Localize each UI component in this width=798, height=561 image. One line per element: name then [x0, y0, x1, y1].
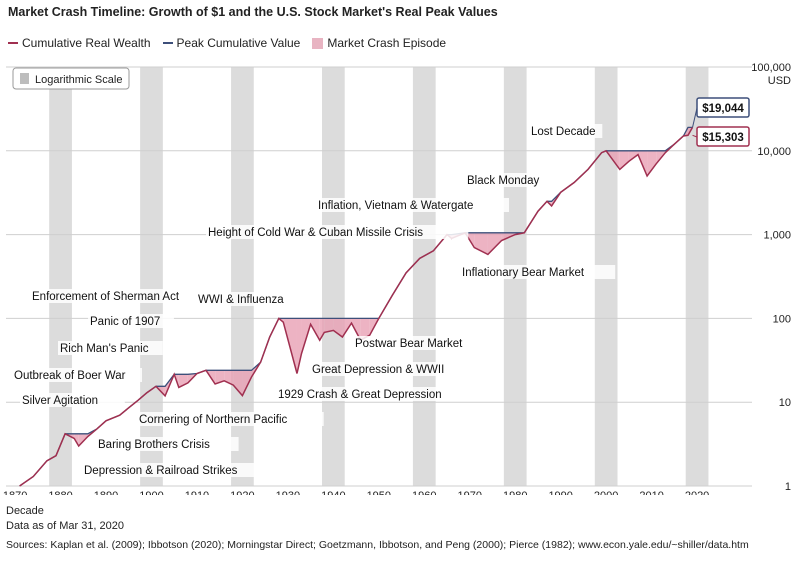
crash-shading	[487, 232, 502, 255]
sources-note: Sources: Kaplan et al. (2009); Ibbotson …	[6, 539, 749, 551]
legend-label-cumulative-real-wealth: Cumulative Real Wealth	[22, 36, 151, 50]
crash-label-bg	[310, 362, 459, 376]
crash-label: Baring Brothers Crisis	[98, 439, 210, 451]
crash-shading	[310, 318, 320, 341]
x-tick-label: 1980	[503, 490, 527, 495]
crash-label: Lost Decade	[531, 126, 596, 138]
crash-label: Inflationary Bear Market	[462, 267, 585, 279]
crash-label-bg	[82, 463, 269, 477]
decade-band	[140, 67, 163, 486]
crash-label: Height of Cold War & Cuban Missile Crisi…	[208, 227, 423, 239]
crash-shading	[178, 374, 188, 388]
crash-label: Rich Man's Panic	[60, 343, 149, 355]
crash-label: Depression & Railroad Strikes	[84, 465, 238, 477]
crash-label-bg	[30, 289, 198, 303]
x-tick-label: 2020	[685, 490, 709, 495]
crash-label: Postwar Bear Market	[355, 338, 463, 350]
wealth-callout-box	[696, 126, 750, 147]
legend-label-market-crash-episode: Market Crash Episode	[327, 36, 447, 50]
crash-label-bg	[196, 292, 295, 306]
crash-label-bg	[276, 387, 463, 401]
x-tick-label: 2000	[594, 490, 618, 495]
crash-label-bg	[12, 368, 142, 382]
crash-shading	[360, 318, 370, 341]
x-tick-label: 1870	[3, 490, 27, 495]
x-tick-label: 1940	[321, 490, 345, 495]
x-tick-label: 1930	[276, 490, 300, 495]
x-tick-label: 1920	[230, 490, 254, 495]
x-tick-label: 2010	[639, 490, 663, 495]
y-axis-unit: USD	[768, 75, 791, 87]
peak-callout-label: $19,044	[702, 103, 744, 115]
x-tick-label: 1950	[367, 490, 391, 495]
legend-item-peak-cumulative-value: Peak Cumulative Value	[162, 36, 301, 50]
crash-label-bg	[206, 225, 469, 239]
y-tick-label: 100,000	[751, 62, 791, 74]
legend-swatch-cumulative-real-wealth	[8, 42, 18, 44]
legend-item-cumulative-real-wealth: Cumulative Real Wealth	[8, 36, 151, 50]
y-tick-label: 10	[779, 397, 791, 409]
crash-shading	[296, 318, 302, 374]
crash-label: Cornering of Northern Pacific	[139, 414, 288, 426]
crash-label: WWI & Influenza	[198, 294, 284, 306]
log-scale-label: Logarithmic Scale	[35, 74, 122, 86]
crash-label-bg	[20, 393, 125, 407]
crash-label: Inflation, Vietnam & Watergate	[318, 200, 473, 212]
x-tick-label: 1890	[94, 490, 118, 495]
crash-shading	[619, 150, 629, 170]
decade-band	[321, 67, 345, 486]
decade-band	[412, 67, 436, 486]
x-tick-label: 1900	[139, 490, 163, 495]
legend: Cumulative Real Wealth Peak Cumulative V…	[8, 36, 446, 50]
crash-shading	[647, 150, 657, 177]
crash-label-bg	[465, 173, 545, 187]
y-tick-label: 10,000	[757, 146, 791, 158]
decade-band	[49, 67, 72, 486]
crash-shading	[319, 318, 325, 341]
log-scale-icon	[20, 73, 29, 84]
x-tick-label: 1960	[412, 490, 436, 495]
crash-shading	[233, 370, 243, 396]
crash-label: Silver Agitation	[22, 395, 98, 407]
crash-shading	[333, 318, 343, 337]
crash-label: Great Depression & WWII	[312, 364, 444, 376]
chart-area: 1870 1880 1890 1900 1910 1920 1930 1940 1950 1960…	[3, 62, 791, 495]
crash-label-bg	[529, 124, 603, 138]
crash-label: Outbreak of Boer War	[14, 370, 126, 382]
wealth-callout-label: $15,303	[702, 132, 744, 144]
decade-band	[685, 67, 709, 486]
crash-label-bg	[88, 314, 174, 328]
crash-label-bg	[58, 341, 163, 355]
crash-label-bg	[316, 198, 509, 212]
chart-title: Market Crash Timeline: Growth of $1 and …	[8, 5, 498, 19]
crash-shading	[215, 370, 225, 384]
peak-callout-box	[696, 97, 750, 118]
x-tick-label: 1990	[548, 490, 572, 495]
crash-label-bg	[353, 336, 477, 350]
crash-label: Black Monday	[467, 175, 539, 187]
legend-item-market-crash-episode: Market Crash Episode	[312, 36, 446, 50]
x-axis-title: Decade	[6, 505, 44, 517]
crash-label-bg	[460, 265, 616, 279]
crash-label-bg	[96, 437, 239, 451]
series-line-peak-cumulative-value	[19, 126, 693, 487]
crash-label: Enforcement of Sherman Act	[32, 291, 180, 303]
crash-label: 1929 Crash & Great Depression	[278, 389, 442, 401]
x-tick-label: 1970	[458, 490, 482, 495]
x-tick-label: 1910	[185, 490, 209, 495]
crash-shading	[324, 318, 334, 333]
crash-label-bg	[137, 412, 324, 426]
series-line-cumulative-real-wealth	[19, 127, 694, 487]
crash-label: Panic of 1907	[90, 316, 160, 328]
legend-swatch-peak-cumulative-value	[162, 42, 173, 44]
data-as-of-note: Data as of Mar 31, 2020	[6, 520, 125, 532]
y-tick-label: 100	[773, 313, 791, 325]
x-tick-label: 1880	[48, 490, 72, 495]
log-scale-badge	[12, 67, 130, 90]
y-tick-label: 1,000	[763, 230, 791, 242]
legend-swatch-market-crash-episode	[312, 37, 324, 49]
y-tick-label: 1	[785, 481, 791, 493]
crash-shading	[628, 150, 638, 162]
legend-label-peak-cumulative-value: Peak Cumulative Value	[176, 36, 301, 50]
